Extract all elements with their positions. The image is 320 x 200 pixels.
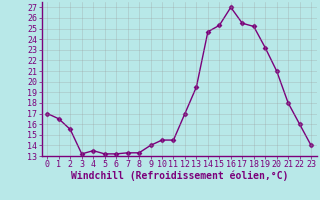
- X-axis label: Windchill (Refroidissement éolien,°C): Windchill (Refroidissement éolien,°C): [70, 171, 288, 181]
